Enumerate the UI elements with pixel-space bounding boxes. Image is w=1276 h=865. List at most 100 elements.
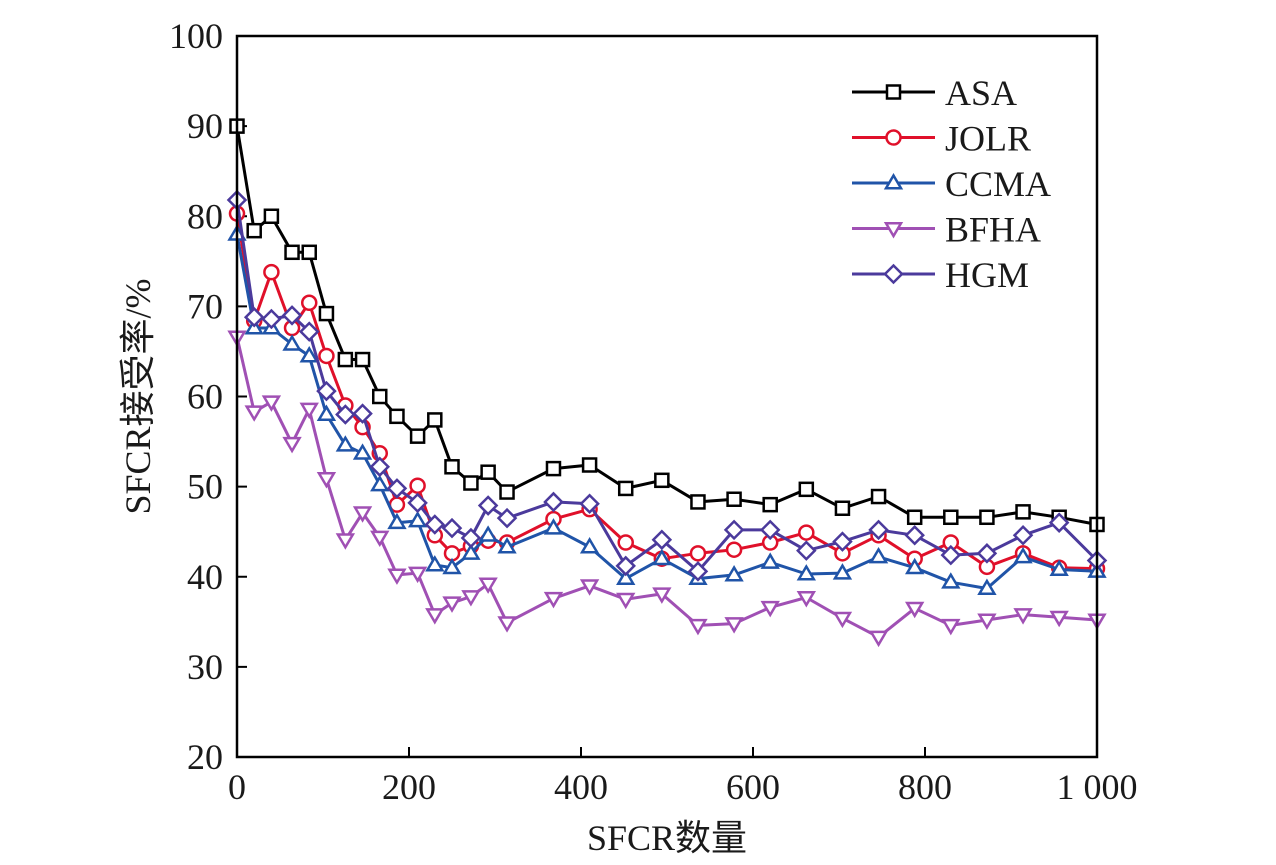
data-point-asa (690, 494, 706, 510)
legend-item-jolr: JOLR (852, 119, 1031, 159)
data-point-asa (545, 460, 562, 477)
data-point-bfha (796, 590, 817, 608)
data-point-asa (726, 491, 742, 507)
data-point-bfha (387, 568, 407, 585)
data-point-ccma (442, 557, 462, 575)
data-point-bfha (335, 533, 356, 550)
data-point-hgm (261, 308, 282, 330)
legend-label-jolr: JOLR (945, 119, 1031, 159)
data-point-ccma (579, 537, 600, 554)
data-point-hgm (868, 519, 889, 541)
data-point-asa (870, 488, 887, 505)
legend-label-asa: ASA (945, 73, 1017, 113)
legend-marker-ccma (883, 173, 904, 190)
data-point-jolr (798, 524, 815, 541)
y-axis-title: SFCR接受率/% (118, 278, 158, 514)
data-point-bfha (941, 618, 961, 636)
data-point-asa (480, 464, 496, 480)
data-point-ccma (1013, 546, 1033, 564)
data-point-bfha (832, 611, 853, 629)
data-point-ccma (425, 555, 445, 572)
y-tick-label: 70 (187, 286, 223, 326)
data-point-ccma (497, 537, 517, 554)
data-point-asa (372, 388, 388, 405)
data-point-asa (499, 484, 515, 500)
data-point-jolr (725, 541, 743, 558)
data-point-bfha (299, 402, 319, 420)
data-point-asa (409, 428, 426, 444)
y-tick-label: 90 (187, 106, 223, 146)
data-point-bfha (543, 591, 564, 609)
series-ccma (227, 224, 1107, 595)
data-point-jolr (689, 545, 707, 562)
data-point-bfha (760, 600, 780, 618)
legend: ASA JOLR CCMA BFHA HGM (852, 73, 1051, 295)
data-point-asa (301, 244, 317, 261)
data-point-asa (943, 509, 959, 526)
data-point-ccma (941, 572, 961, 589)
axis-ticks: 0 200 400 600 800 1 000 20 30 40 50 60 70 80 90 100 (169, 16, 1138, 807)
data-point-ccma (478, 525, 498, 542)
data-point-asa (337, 351, 354, 368)
data-point-hgm (651, 529, 673, 551)
data-point-asa (581, 457, 598, 473)
legend-marker-bfha (883, 222, 904, 239)
data-point-hgm (243, 306, 265, 328)
data-point-ccma (299, 345, 319, 363)
data-point-bfha (652, 587, 672, 604)
data-point-bfha (370, 530, 390, 548)
x-axis-title: SFCR数量 (587, 818, 747, 858)
data-point-asa (246, 222, 262, 239)
data-point-ccma (652, 548, 672, 566)
data-point-hgm (477, 495, 499, 516)
x-tick-label: 800 (898, 767, 952, 807)
x-tick-label: 600 (726, 767, 780, 807)
data-point-hgm (796, 540, 817, 561)
data-point-hgm (369, 456, 391, 478)
series-asa (229, 118, 1105, 533)
data-point-jolr (318, 347, 335, 365)
data-point-bfha (407, 566, 428, 584)
data-point-bfha (461, 590, 481, 607)
legend-item-asa: ASA (852, 73, 1017, 113)
plot-frame (235, 34, 1099, 759)
legend-item-hgm: HGM (852, 255, 1029, 295)
data-point-hgm (723, 519, 745, 541)
legend-label-bfha: BFHA (945, 210, 1041, 250)
data-point-bfha (442, 596, 462, 613)
y-tick-label: 80 (187, 196, 223, 236)
legend-marker-asa (885, 84, 902, 100)
data-point-bfha (316, 472, 337, 489)
data-point-jolr (263, 263, 280, 281)
data-point-asa (906, 509, 923, 526)
data-point-asa (354, 351, 371, 368)
data-point-hgm (687, 561, 709, 582)
data-point-asa (318, 305, 335, 322)
data-point-hgm (1048, 512, 1070, 533)
data-point-hgm (543, 491, 564, 513)
data-point-ccma (387, 512, 407, 530)
data-point-ccma (370, 474, 390, 492)
legend-item-ccma: CCMA (852, 164, 1051, 204)
data-point-jolr (300, 294, 318, 312)
plot-series (226, 118, 1108, 648)
data-point-hgm (832, 531, 853, 552)
data-point-hgm (976, 543, 998, 564)
data-point-ccma (868, 546, 889, 564)
data-point-bfha (425, 608, 445, 625)
y-tick-label: 100 (169, 16, 223, 56)
data-point-ccma (616, 568, 636, 586)
data-point-hgm (904, 525, 925, 546)
data-point-hgm (759, 519, 781, 541)
data-point-asa (1015, 504, 1031, 520)
data-point-hgm (460, 527, 482, 549)
data-point-bfha (904, 601, 925, 619)
data-point-hgm (496, 507, 518, 529)
data-point-asa (284, 244, 300, 261)
x-tick-label: 400 (554, 767, 608, 807)
data-point-asa (389, 408, 405, 425)
data-point-jolr (617, 534, 634, 551)
data-point-ccma (977, 578, 997, 595)
data-point-hgm (352, 403, 373, 424)
